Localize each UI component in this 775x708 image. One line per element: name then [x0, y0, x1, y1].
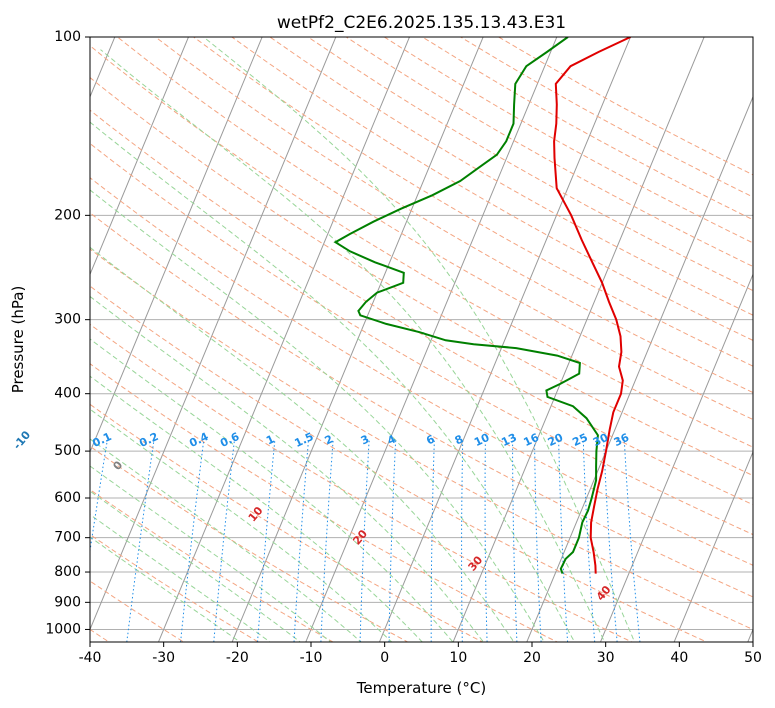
dry-adiabat-line	[90, 363, 559, 642]
isotherm-gridline	[452, 37, 705, 642]
x-axis-label: Temperature (°C)	[356, 679, 486, 697]
mixing-ratio-line	[582, 440, 596, 642]
mixing-ratio-line	[90, 440, 108, 555]
dry-adiabat-line	[90, 323, 633, 642]
dry-adiabat-line	[90, 142, 753, 536]
x-tick-label: 20	[523, 650, 541, 666]
y-tick-label: 700	[54, 530, 81, 546]
dry-adiabat-line	[269, 37, 753, 316]
isotherm-gridline	[157, 37, 411, 642]
x-tick-label: -20	[226, 650, 249, 666]
x-tick-label: 40	[670, 650, 688, 666]
x-tick-label: -40	[79, 650, 102, 666]
plot-frame	[89, 36, 754, 643]
y-tick-label: 500	[54, 443, 81, 459]
x-tick-label: -30	[152, 650, 175, 666]
mixing-ratio-label: 16	[522, 431, 542, 449]
isotherm-gridline	[526, 95, 753, 642]
isotherm-gridline	[599, 273, 753, 642]
mixing-ratio-line	[558, 440, 569, 642]
moist-adiabat-line	[203, 37, 636, 642]
moist-adiabat-line	[90, 189, 545, 642]
dry-adiabat-line	[90, 489, 335, 642]
mixing-ratio-line	[293, 440, 309, 642]
y-tick-label: 300	[54, 312, 81, 328]
temperature-profile-line	[553, 37, 631, 574]
dry-adiabat-line	[90, 403, 484, 642]
dewpoint-profile-line	[333, 37, 599, 574]
x-tick-label: 50	[744, 650, 762, 666]
y-tick-label: 900	[54, 594, 81, 610]
x-tick-label: 30	[597, 650, 615, 666]
mixing-ratio-label: 36	[612, 431, 632, 449]
isotherm-gridline	[305, 37, 558, 642]
moist-adiabat-line	[90, 513, 271, 642]
mixing-ratio-line	[257, 440, 276, 642]
dry-adiabat-line	[307, 37, 753, 292]
dry-adiabat-line	[90, 580, 185, 642]
y-tick-label: 1000	[45, 621, 81, 637]
mixing-ratio-line	[534, 440, 542, 642]
y-tick-label: 200	[54, 207, 81, 223]
dry-adiabat-line	[90, 177, 753, 566]
x-tick-label: 10	[449, 650, 467, 666]
chart-title: wetPf2_C2E6.2025.135.13.43.E31	[277, 13, 566, 33]
mixing-ratio-line	[180, 440, 205, 642]
mixing-ratio-line	[461, 440, 464, 642]
dry-adiabat-line	[90, 285, 708, 642]
y-tick-label: 800	[54, 564, 81, 580]
mixing-ratio-line	[320, 440, 334, 642]
moist-adiabat-line	[100, 49, 606, 642]
y-axis-label: Pressure (hPa)	[9, 286, 27, 394]
y-tick-label: 400	[54, 386, 81, 402]
mixing-ratio-label: 30	[591, 431, 611, 449]
mixing-ratio-line	[213, 440, 235, 642]
mixing-ratio-label: 20	[546, 431, 566, 449]
mixing-ratio-line	[388, 440, 397, 642]
isotherm-gridline	[378, 37, 632, 642]
isotherm-gridline	[673, 450, 753, 642]
mixing-ratio-label: 10	[472, 431, 492, 449]
isotherm-gridline	[90, 37, 337, 631]
mixing-ratio-label: 25	[570, 431, 589, 449]
moist-adiabat-line	[90, 465, 332, 642]
mixing-ratio-line	[359, 440, 370, 642]
moist-adiabat-line	[90, 246, 515, 642]
dry-adiabat-line	[90, 445, 409, 642]
x-tick-label: 0	[380, 650, 389, 666]
isotherm-gridline	[90, 37, 190, 276]
isotherm-gridline	[231, 37, 484, 642]
dry-adiabat-line	[90, 248, 753, 630]
dry-adiabat-line	[90, 109, 753, 506]
x-tick-label: -10	[300, 650, 323, 666]
moist-adiabat-line	[90, 408, 393, 642]
y-tick-label: 600	[54, 490, 81, 506]
y-tick-label: 100	[54, 29, 81, 45]
moist-adiabat-line	[90, 295, 485, 642]
mixing-ratio-line	[126, 440, 155, 642]
isotherm-gridline	[90, 37, 263, 454]
mixing-ratio-line	[512, 440, 518, 642]
moist-adiabat-line	[90, 338, 454, 642]
dry-adiabat-line	[90, 533, 260, 642]
moist-adiabat-line	[90, 121, 576, 642]
dry-adiabat-line	[90, 212, 753, 598]
mixing-ratio-line	[484, 440, 488, 642]
mixing-ratio-label: 13	[499, 431, 518, 449]
moist-adiabat-line	[90, 536, 241, 642]
mixing-ratio-line	[430, 440, 435, 642]
